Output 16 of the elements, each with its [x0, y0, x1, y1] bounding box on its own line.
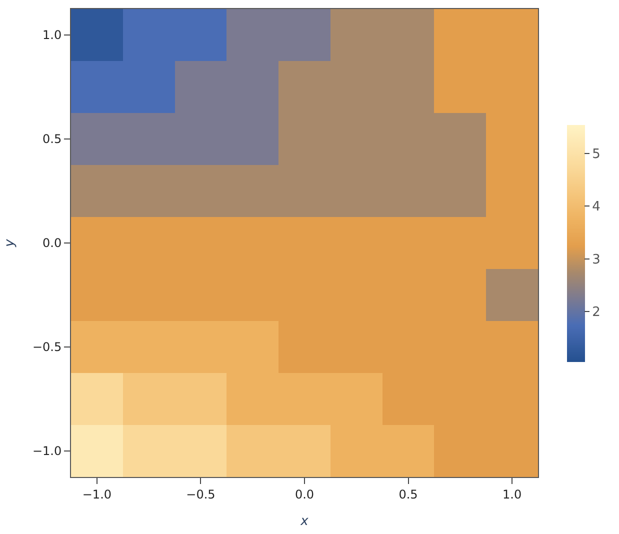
x-tick-label: 0.0 — [294, 487, 314, 502]
x-tick-label: 0.5 — [398, 487, 418, 502]
x-tick-label: −0.5 — [186, 487, 216, 502]
y-axis-title: y — [2, 238, 18, 248]
x-axis-title: x — [300, 514, 309, 529]
y-tick-label: 0.5 — [42, 132, 62, 146]
color-bar-label: 5 — [592, 147, 600, 162]
color-bar-label: 3 — [592, 252, 600, 268]
x-tick-label: 1.0 — [502, 487, 522, 502]
color-bar-label: 4 — [592, 200, 600, 215]
y-tick-label: −0.5 — [32, 340, 62, 354]
y-tick-label: 0.0 — [42, 236, 62, 250]
y-tick-label: −1.0 — [32, 444, 62, 458]
y-tick-label: 1.0 — [42, 28, 62, 42]
color-bar-label: 2 — [592, 305, 600, 320]
x-tick-label: −1.0 — [82, 487, 112, 502]
